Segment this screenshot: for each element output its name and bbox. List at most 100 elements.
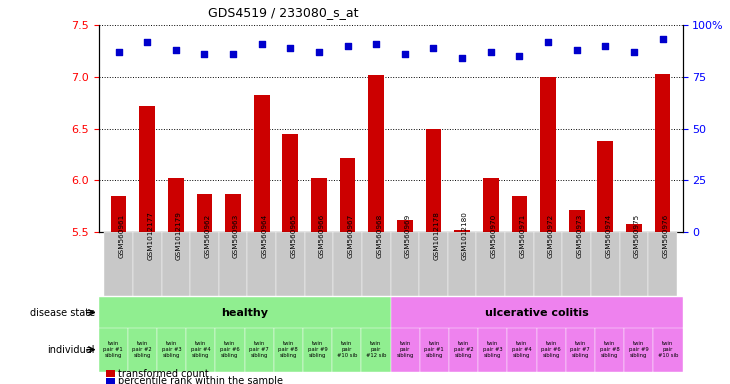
- Bar: [454, 230, 470, 232]
- Bar: [655, 74, 670, 232]
- Text: twin
pair
#10 sib: twin pair #10 sib: [337, 341, 357, 358]
- Bar: [254, 96, 269, 232]
- Point: [513, 53, 525, 59]
- Point: [342, 43, 353, 49]
- Bar: [653, 328, 683, 372]
- Bar: [624, 328, 653, 372]
- Text: ulcerative colitis: ulcerative colitis: [485, 308, 588, 318]
- Bar: [334, 232, 362, 296]
- Text: GSM560967: GSM560967: [347, 214, 353, 258]
- Point: [313, 49, 325, 55]
- Point: [170, 47, 182, 53]
- Bar: [245, 328, 274, 372]
- Text: percentile rank within the sample: percentile rank within the sample: [118, 376, 283, 384]
- Bar: [597, 141, 613, 232]
- Point: [657, 36, 669, 43]
- Text: GSM560971: GSM560971: [519, 214, 526, 258]
- Text: GSM1012177: GSM1012177: [147, 211, 153, 260]
- Bar: [311, 179, 327, 232]
- Text: GSM560964: GSM560964: [262, 214, 268, 258]
- Text: twin
pair
sibling: twin pair sibling: [396, 341, 414, 358]
- Bar: [226, 194, 241, 232]
- Bar: [247, 232, 276, 296]
- Bar: [215, 328, 245, 372]
- Point: [370, 41, 382, 47]
- Text: GSM560973: GSM560973: [577, 214, 583, 258]
- Bar: [361, 328, 391, 372]
- Bar: [99, 328, 128, 372]
- Text: twin
pair
#10 sib: twin pair #10 sib: [658, 341, 678, 358]
- Bar: [478, 328, 507, 372]
- Text: GSM560976: GSM560976: [663, 214, 669, 258]
- Bar: [104, 232, 133, 296]
- Text: twin
pair #3
sibling: twin pair #3 sibling: [162, 341, 181, 358]
- Text: GSM560975: GSM560975: [634, 214, 640, 258]
- Bar: [190, 232, 219, 296]
- Text: twin
pair #8
sibling: twin pair #8 sibling: [278, 341, 299, 358]
- Bar: [274, 328, 303, 372]
- Point: [485, 49, 496, 55]
- Bar: [447, 232, 477, 296]
- Bar: [139, 106, 155, 232]
- Text: twin
pair
#12 sib: twin pair #12 sib: [366, 341, 386, 358]
- Text: GSM560974: GSM560974: [605, 214, 611, 258]
- Bar: [512, 196, 527, 232]
- Point: [399, 51, 411, 57]
- Text: twin
pair #7
sibling: twin pair #7 sibling: [570, 341, 591, 358]
- Text: twin
pair #3
sibling: twin pair #3 sibling: [483, 341, 502, 358]
- Bar: [507, 328, 537, 372]
- Text: GSM560966: GSM560966: [319, 214, 325, 258]
- Bar: [304, 232, 334, 296]
- Bar: [391, 232, 419, 296]
- Bar: [626, 224, 642, 232]
- Text: twin
pair #9
sibling: twin pair #9 sibling: [307, 341, 328, 358]
- Bar: [449, 328, 478, 372]
- Bar: [332, 328, 361, 372]
- Text: twin
pair #6
sibling: twin pair #6 sibling: [220, 341, 240, 358]
- Bar: [595, 328, 624, 372]
- Bar: [186, 328, 215, 372]
- Text: twin
pair #1
sibling: twin pair #1 sibling: [424, 341, 445, 358]
- Point: [599, 43, 611, 49]
- Bar: [391, 328, 420, 372]
- Text: GSM560961: GSM560961: [118, 214, 125, 258]
- Bar: [303, 328, 332, 372]
- Bar: [362, 232, 391, 296]
- Bar: [477, 232, 505, 296]
- Point: [142, 38, 153, 45]
- Bar: [420, 328, 449, 372]
- Text: twin
pair #8
sibling: twin pair #8 sibling: [599, 341, 620, 358]
- Point: [628, 49, 639, 55]
- Bar: [426, 129, 442, 232]
- Text: GSM1012180: GSM1012180: [462, 211, 468, 260]
- Text: twin
pair #4
sibling: twin pair #4 sibling: [512, 341, 532, 358]
- Bar: [369, 75, 384, 232]
- Text: GSM560968: GSM560968: [376, 214, 383, 258]
- Bar: [168, 179, 184, 232]
- Text: GSM560969: GSM560969: [405, 214, 411, 258]
- Bar: [276, 232, 304, 296]
- Bar: [620, 232, 648, 296]
- Bar: [419, 232, 447, 296]
- Bar: [566, 328, 595, 372]
- Point: [456, 55, 468, 61]
- Bar: [591, 232, 620, 296]
- Bar: [157, 328, 186, 372]
- Text: transformed count: transformed count: [118, 369, 208, 379]
- Point: [428, 45, 439, 51]
- Text: individual: individual: [47, 344, 95, 355]
- Text: GSM1012178: GSM1012178: [434, 211, 439, 260]
- Bar: [339, 158, 356, 232]
- Text: GSM560962: GSM560962: [204, 214, 210, 258]
- Text: twin
pair #2
sibling: twin pair #2 sibling: [453, 341, 474, 358]
- Bar: [569, 210, 585, 232]
- Text: twin
pair #4
sibling: twin pair #4 sibling: [191, 341, 211, 358]
- Point: [227, 51, 239, 57]
- Bar: [537, 328, 566, 372]
- Text: twin
pair #7
sibling: twin pair #7 sibling: [249, 341, 269, 358]
- Bar: [219, 232, 247, 296]
- Bar: [99, 297, 391, 328]
- Bar: [391, 297, 683, 328]
- Text: disease state: disease state: [30, 308, 95, 318]
- Text: twin
pair #6
sibling: twin pair #6 sibling: [541, 341, 561, 358]
